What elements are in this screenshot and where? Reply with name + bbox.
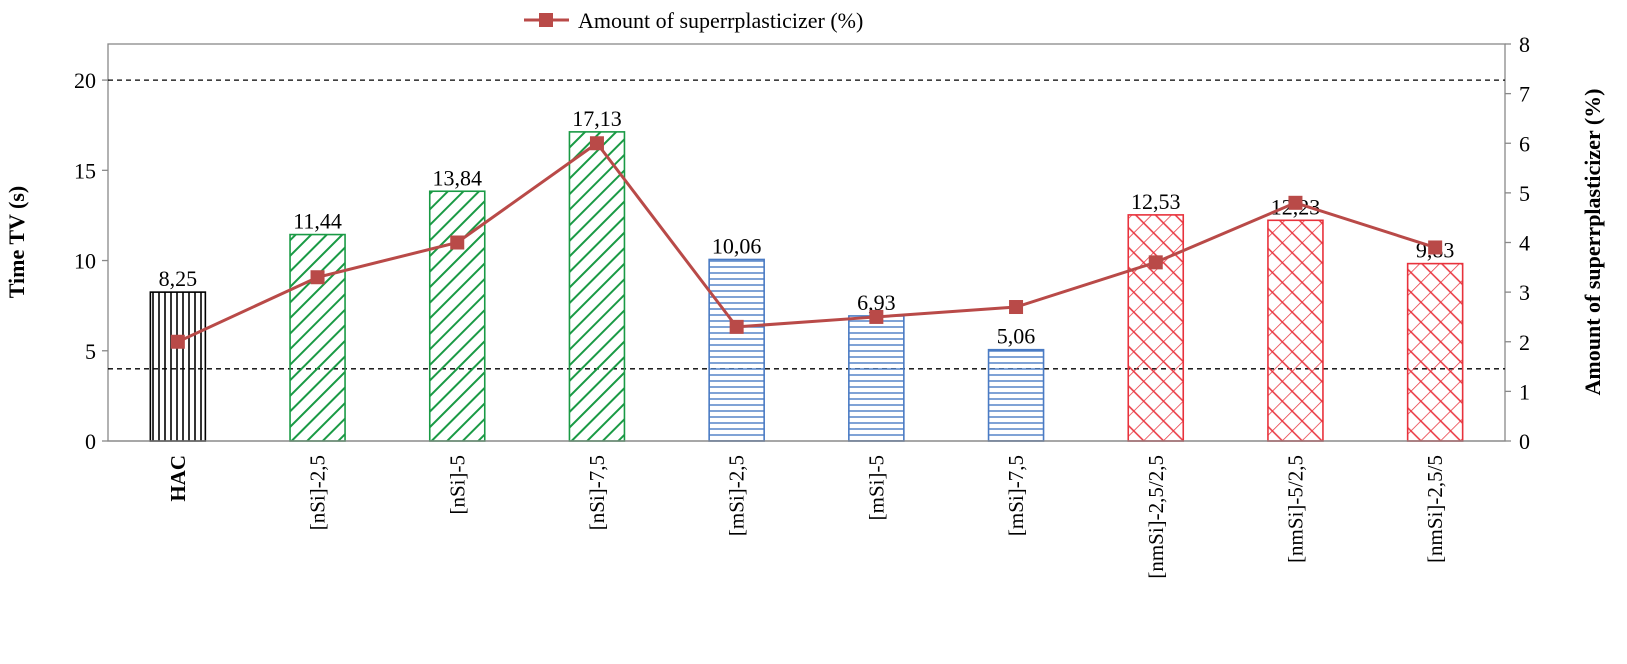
x-category-label: [nSi]-5	[445, 455, 469, 515]
x-category-label: [nmSi]-2,5/2,5	[1144, 455, 1168, 579]
x-category-label: HAC	[166, 455, 190, 502]
y2-tick-label: 3	[1519, 280, 1530, 305]
bar	[1127, 214, 1185, 442]
line-point	[450, 235, 465, 250]
line-point	[310, 270, 325, 285]
y2-axis-title: Amount of superrplasticizer (%)	[1580, 89, 1605, 396]
x-category-label: [nmSi]-5/2,5	[1283, 455, 1307, 563]
bar	[428, 190, 486, 442]
x-category-label: [mSi]-5	[864, 455, 888, 520]
legend-label: Amount of superrplasticizer (%)	[578, 8, 863, 33]
line-point	[589, 136, 604, 151]
bar-data-label: 8,25	[159, 266, 198, 291]
line-point	[1148, 255, 1163, 270]
y-axis-right: 0 1 2 3 4 5 6 7 8	[1505, 32, 1530, 454]
bar	[568, 131, 626, 442]
legend-marker-swatch	[539, 13, 553, 27]
bar-data-label: 10,06	[712, 233, 762, 258]
y-tick-label: 15	[74, 158, 96, 183]
x-axis-categories: HAC [nSi]-2,5 [nSi]-5 [nSi]-7,5 [mSi]-2,5 [mS…	[166, 455, 1447, 579]
y2-tick-label: 4	[1519, 231, 1530, 256]
y2-tick-label: 6	[1519, 131, 1530, 156]
bar	[149, 291, 207, 442]
bar-series	[149, 131, 1464, 442]
y-axis-left: 0 5 10 15 20	[74, 68, 108, 454]
bar	[1406, 262, 1464, 442]
bar-data-label: 13,84	[433, 165, 483, 190]
bar-data-label: 17,13	[572, 106, 622, 131]
y-tick-label: 10	[74, 249, 96, 274]
line-series	[170, 136, 1443, 349]
bar-data-labels: 8,2511,4413,8417,1310,066,935,0612,5312,…	[159, 106, 1455, 349]
x-category-label: [nSi]-2,5	[306, 455, 330, 530]
x-category-label: [nmSi]-2,5/5	[1423, 455, 1447, 563]
line-point	[170, 334, 185, 349]
line-point	[869, 309, 884, 324]
y-tick-label: 5	[85, 339, 96, 364]
y2-tick-label: 7	[1519, 82, 1530, 107]
bar-data-label: 5,06	[997, 324, 1036, 349]
x-category-label: [nSi]-7,5	[585, 455, 609, 530]
bar-data-label: 11,44	[293, 209, 342, 234]
y-tick-label: 0	[85, 429, 96, 454]
legend: Amount of superrplasticizer (%)	[524, 8, 863, 33]
bar	[987, 348, 1045, 442]
bar	[289, 233, 346, 442]
bar-data-label: 12,53	[1131, 189, 1181, 214]
y2-tick-label: 8	[1519, 32, 1530, 57]
line-point	[729, 319, 744, 334]
y2-tick-label: 1	[1519, 379, 1530, 404]
bar	[1267, 219, 1324, 442]
y-tick-label: 20	[74, 68, 96, 93]
line-path	[177, 141, 1436, 344]
bar	[708, 258, 765, 442]
line-point	[1288, 195, 1303, 210]
line-point	[1428, 240, 1443, 255]
y2-tick-label: 2	[1519, 330, 1530, 355]
y-axis-title: Time TV (s)	[4, 186, 29, 298]
y2-tick-label: 0	[1519, 429, 1530, 454]
x-category-label: [mSi]-2,5	[725, 455, 749, 536]
bar	[848, 315, 905, 442]
line-point	[1009, 300, 1024, 315]
x-category-label: [mSi]-7,5	[1004, 455, 1028, 536]
y2-tick-label: 5	[1519, 181, 1530, 206]
